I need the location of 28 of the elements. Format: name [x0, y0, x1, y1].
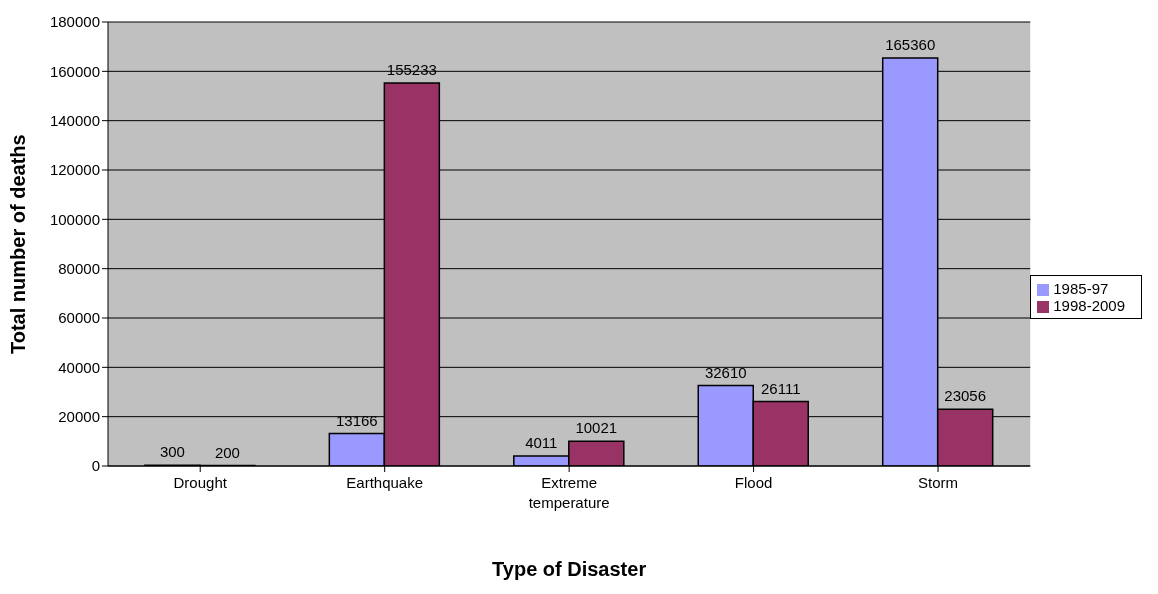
y-tick-label: 140000 — [49, 111, 100, 129]
data-label: 165360 — [885, 36, 936, 54]
data-label: 32610 — [704, 363, 747, 381]
legend-label: 1985-97 — [1053, 280, 1109, 297]
y-tick-label: 120000 — [49, 161, 100, 179]
y-tick-label: 80000 — [58, 259, 100, 277]
data-label: 200 — [214, 443, 240, 461]
data-label: 13166 — [335, 411, 378, 429]
y-tick-label: 100000 — [49, 210, 100, 228]
data-label: 4011 — [525, 434, 558, 452]
y-axis-title: Total number of deaths — [7, 134, 30, 354]
x-tick-label: Extreme temperature — [528, 474, 610, 511]
y-tick-label: 180000 — [49, 13, 100, 31]
y-tick-label: 160000 — [49, 62, 100, 80]
data-label: 10021 — [575, 419, 618, 437]
x-axis-title: Type of Disaster — [492, 558, 647, 580]
legend-label: 1998-2009 — [1053, 297, 1125, 314]
data-label: 23056 — [944, 387, 987, 405]
x-tick-label: Storm — [918, 474, 959, 491]
x-tick-label: Flood — [734, 474, 773, 491]
y-tick-label: 40000 — [58, 358, 100, 376]
data-label: 300 — [159, 443, 185, 461]
x-tick-label: Drought — [173, 474, 228, 491]
y-tick-label: 0 — [91, 457, 100, 475]
x-tick-label: Earthquake — [346, 474, 424, 491]
y-tick-label: 20000 — [58, 407, 100, 425]
y-tick-label: 60000 — [58, 309, 100, 327]
data-label: 26111 — [761, 379, 801, 397]
